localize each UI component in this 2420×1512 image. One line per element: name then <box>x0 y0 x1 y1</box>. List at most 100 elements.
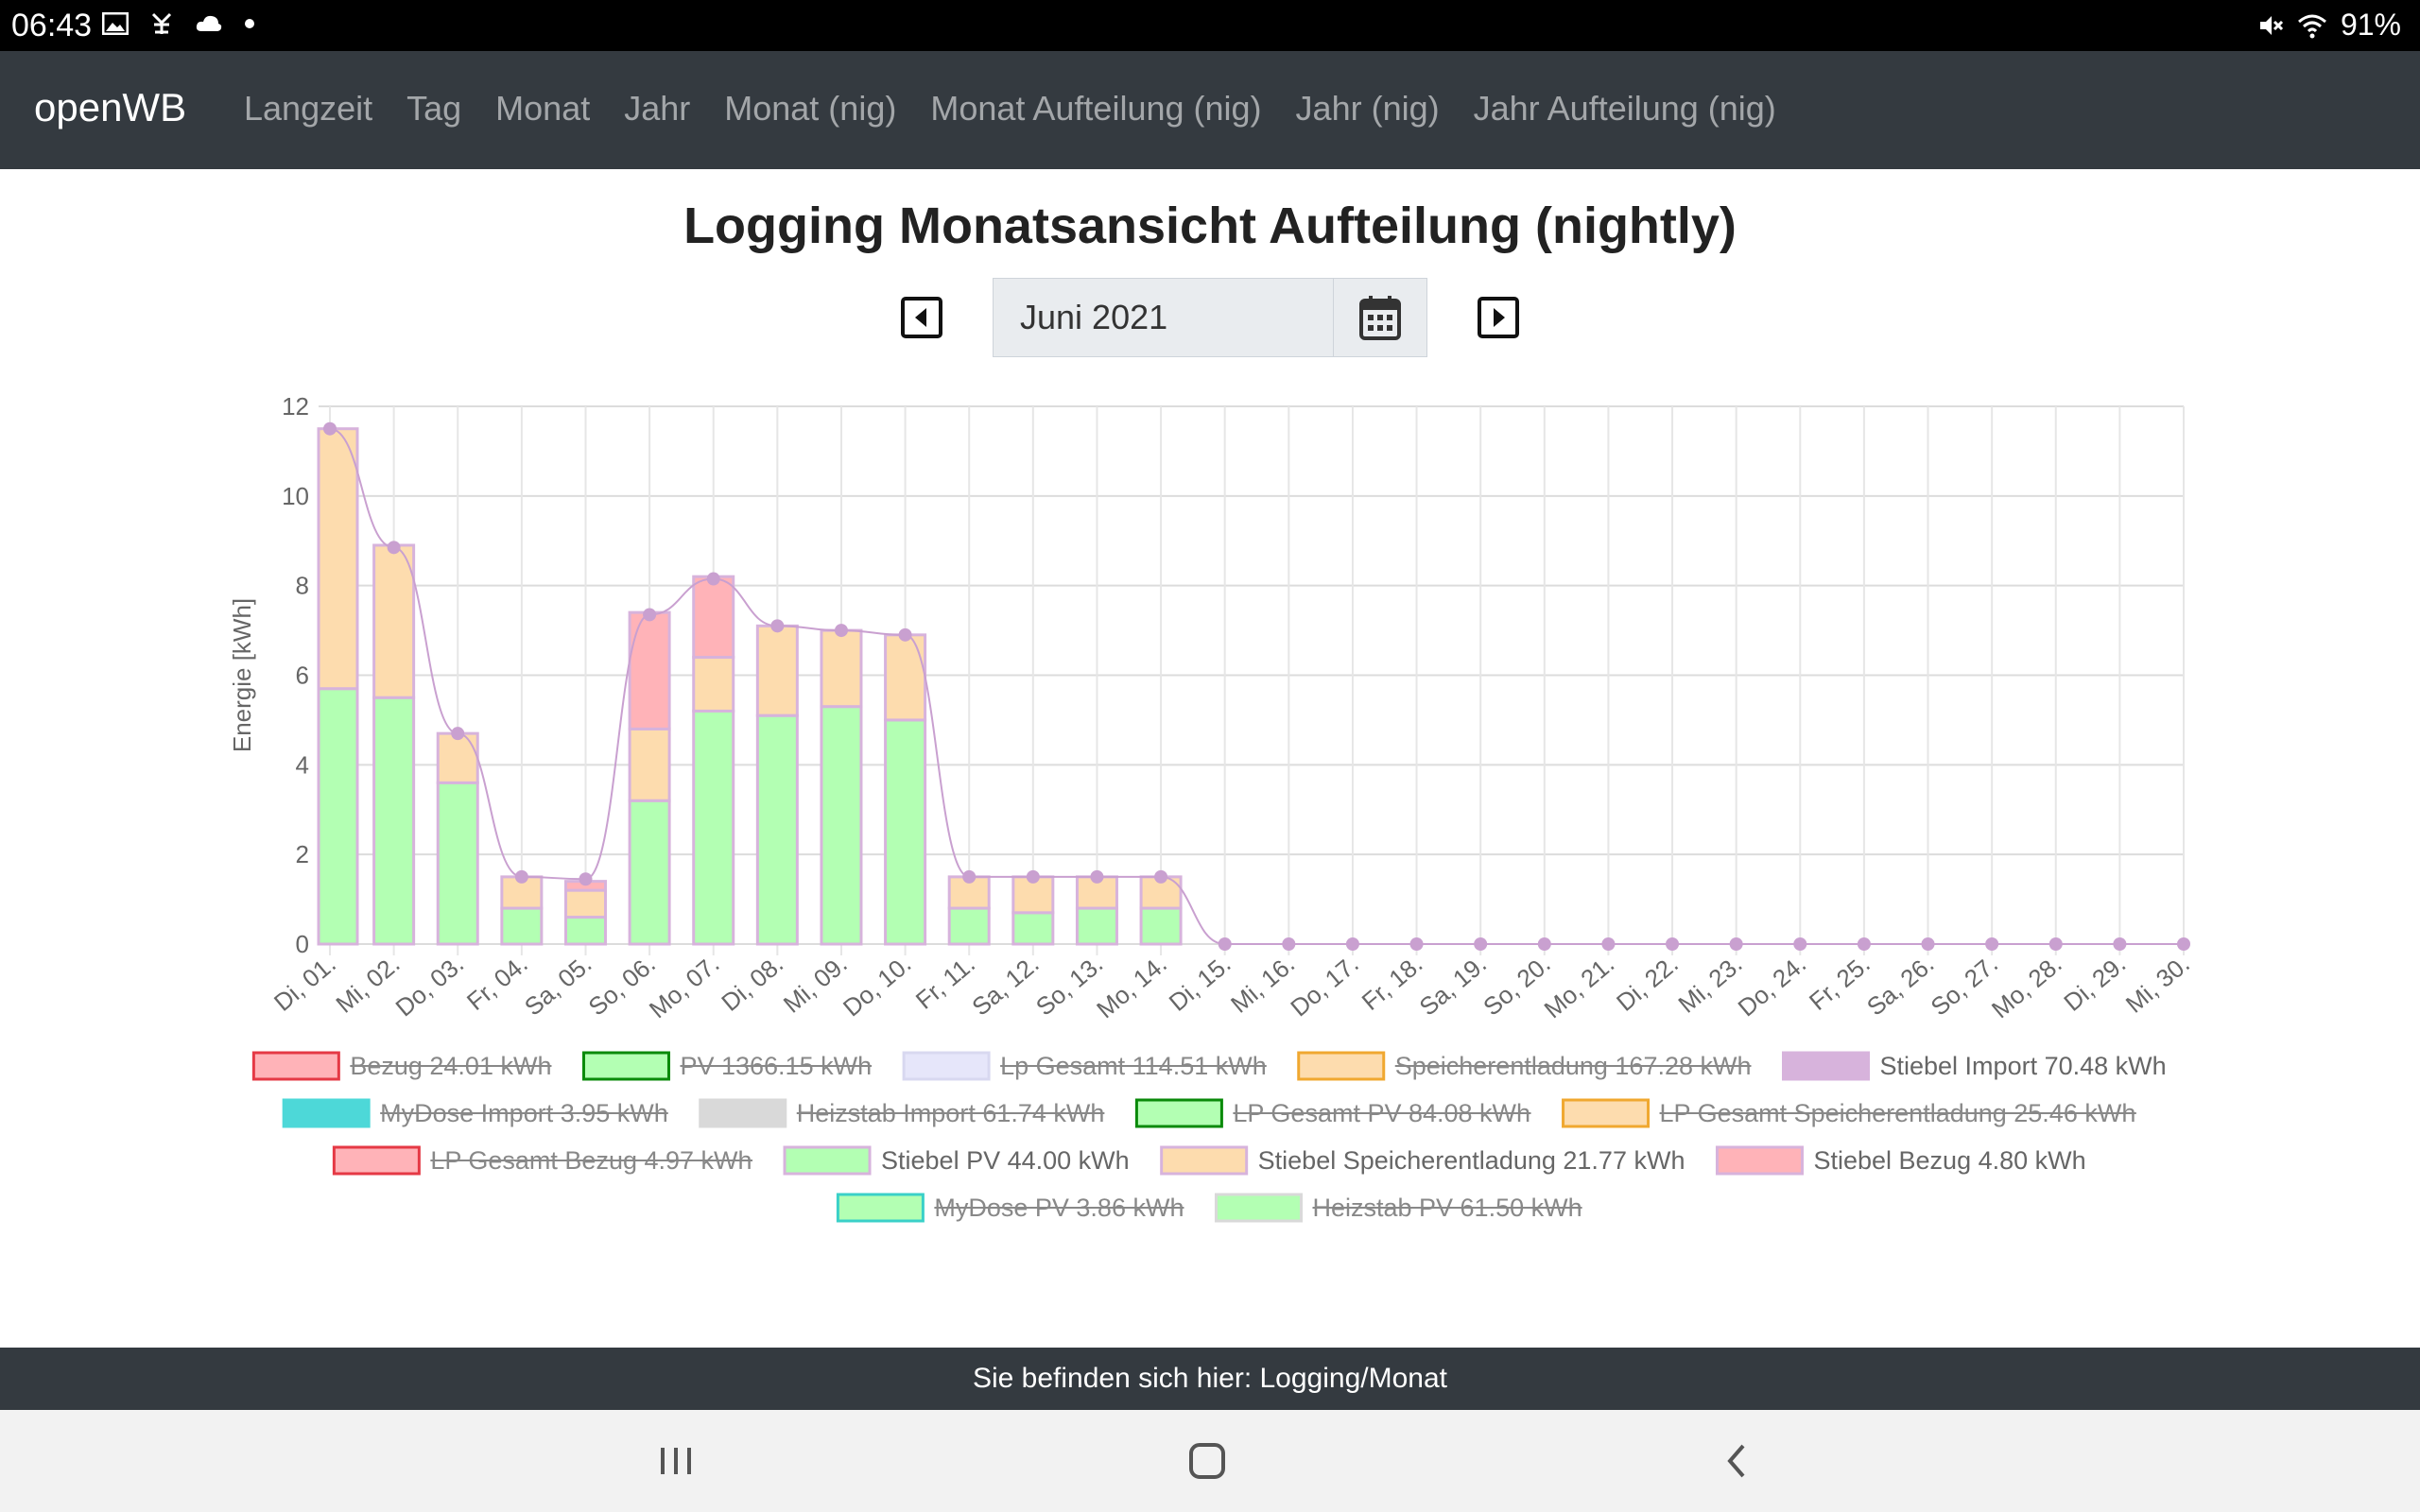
line-point <box>1026 869 1040 884</box>
month-picker[interactable]: Juni 2021 <box>993 278 1427 357</box>
legend-swatch <box>332 1145 421 1176</box>
x-tick-label: Mo, 21. <box>1539 950 1620 1024</box>
nav-links: Langzeit Tag Monat Jahr Monat (nig) Mona… <box>244 89 1776 129</box>
line-point <box>1857 937 1871 951</box>
back-icon[interactable] <box>1722 1442 1751 1480</box>
calendar-button[interactable] <box>1333 279 1426 356</box>
y-tick-label: 12 <box>282 392 309 421</box>
navbar: openWB Langzeit Tag Monat Jahr Monat (ni… <box>0 51 2420 169</box>
legend-swatch <box>282 1098 371 1128</box>
line-point <box>1601 937 1616 951</box>
nav-link-tag[interactable]: Tag <box>406 89 462 128</box>
bar <box>500 906 544 946</box>
month-input[interactable]: Juni 2021 <box>1020 298 1168 336</box>
cloud-icon <box>196 15 222 31</box>
mute-icon <box>2259 15 2284 35</box>
line-point <box>2048 937 2063 951</box>
x-tick-label: Mi, 30. <box>2120 950 2195 1019</box>
legend-swatch <box>1715 1145 1804 1176</box>
calendar-icon <box>1359 296 1401 340</box>
line-point <box>1218 937 1232 951</box>
legend-swatch <box>902 1051 991 1081</box>
debug-icon <box>151 12 172 34</box>
nav-link-monat-aufteilung-nig[interactable]: Monat Aufteilung (nig) <box>930 89 1262 128</box>
x-tick-label: Do, 03. <box>390 950 469 1022</box>
line-point <box>1409 937 1424 951</box>
legend-item-label[interactable]: Stiebel Bezug 4.80 kWh <box>1813 1146 2085 1175</box>
x-tick-label: So, 20. <box>1478 950 1555 1022</box>
bar <box>563 916 607 946</box>
nav-link-langzeit[interactable]: Langzeit <box>244 89 373 128</box>
x-tick-label: Di, 01. <box>268 950 341 1017</box>
line-point <box>1282 937 1296 951</box>
legend-swatch <box>836 1193 925 1223</box>
x-tick-label: Do, 24. <box>1733 950 1811 1022</box>
brand-logo[interactable]: openWB <box>34 85 187 129</box>
line-point <box>1666 937 1680 951</box>
bar <box>692 575 735 660</box>
next-month-button[interactable] <box>1478 297 1519 338</box>
line-point <box>579 872 593 886</box>
bar <box>692 709 735 946</box>
line-point <box>643 608 657 622</box>
home-icon[interactable] <box>1188 1442 1226 1480</box>
legend-item-label[interactable]: Stiebel Import 70.48 kWh <box>1880 1052 2167 1080</box>
nav-link-jahr-aufteilung-nig[interactable]: Jahr Aufteilung (nig) <box>1473 89 1776 128</box>
nav-link-jahr-nig[interactable]: Jahr (nig) <box>1295 89 1440 128</box>
breadcrumb-footer: Sie befinden sich hier: Logging/Monat <box>0 1348 2420 1410</box>
wifi-icon <box>2297 14 2326 38</box>
legend-swatch <box>699 1098 787 1128</box>
x-tick-label: So, 06. <box>583 950 661 1022</box>
x-tick-label: Mi, 02. <box>330 950 405 1019</box>
x-tick-label: Di, 08. <box>716 950 788 1017</box>
bar <box>947 906 991 946</box>
bar <box>884 718 927 946</box>
line-point <box>1921 937 1935 951</box>
legend-swatch <box>1214 1193 1303 1223</box>
line-point <box>1154 869 1168 884</box>
nav-link-monat[interactable]: Monat <box>495 89 591 128</box>
bar <box>628 610 671 730</box>
nav-link-jahr[interactable]: Jahr <box>624 89 691 128</box>
line-point <box>1985 937 1999 951</box>
bar <box>820 705 863 946</box>
line-point <box>962 869 977 884</box>
line-point <box>1090 869 1104 884</box>
x-tick-label: Do, 17. <box>1285 950 1363 1022</box>
x-tick-label: So, 13. <box>1030 950 1108 1022</box>
recent-apps-icon[interactable] <box>657 1444 695 1478</box>
status-bar: 06:43 91% <box>0 0 2420 51</box>
nav-link-monat-nig[interactable]: Monat (nig) <box>724 89 897 128</box>
legend-swatch <box>251 1051 340 1081</box>
line-point <box>834 624 848 638</box>
bar <box>755 713 799 946</box>
bar <box>563 888 607 919</box>
bar <box>628 727 671 802</box>
legend-swatch <box>1160 1145 1249 1176</box>
line-point <box>1345 937 1359 951</box>
y-tick-label: 2 <box>296 840 309 868</box>
x-tick-label: Sa, 19. <box>1414 950 1492 1022</box>
line-point <box>898 627 912 642</box>
x-tick-label: Do, 10. <box>838 950 916 1022</box>
legend-item-label[interactable]: Stiebel Speicherentladung 21.77 kWh <box>1258 1146 1685 1175</box>
previous-month-button[interactable] <box>901 297 942 338</box>
x-tick-label: Sa, 05. <box>519 950 596 1022</box>
line-point <box>514 869 528 884</box>
x-tick-label: Fr, 18. <box>1357 950 1428 1016</box>
y-axis-label: Energie [kWh] <box>228 598 256 752</box>
bar <box>436 731 479 784</box>
x-tick-label: Sa, 26. <box>1861 950 1939 1022</box>
line-point <box>1474 937 1488 951</box>
legend-swatch <box>783 1145 872 1176</box>
bar <box>628 799 671 946</box>
bar <box>1075 906 1118 946</box>
x-tick-label: Di, 15. <box>1164 950 1236 1017</box>
bar <box>755 624 799 717</box>
y-tick-label: 0 <box>296 930 309 958</box>
legend-swatch <box>1562 1098 1651 1128</box>
image-icon <box>102 12 129 35</box>
line-point <box>770 619 785 633</box>
legend-item-label[interactable]: Stiebel PV 44.00 kWh <box>881 1146 1130 1175</box>
system-navigation-bar <box>0 1410 2420 1512</box>
